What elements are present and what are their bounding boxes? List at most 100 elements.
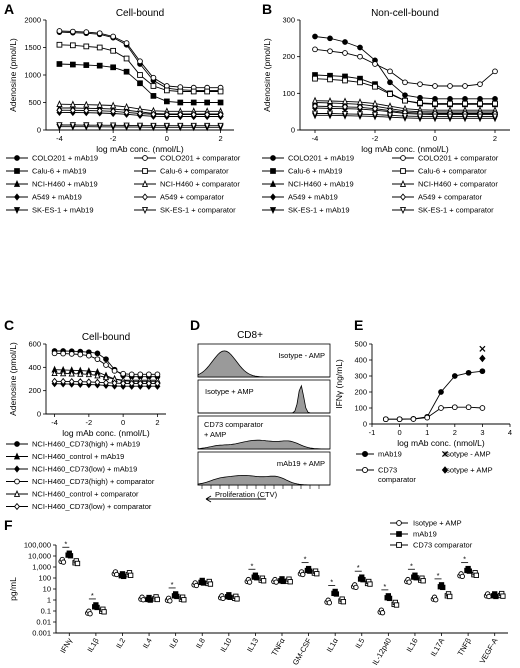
x-tick-label: -2 [86,418,93,427]
panel-letter-a: A [4,1,14,17]
data-point [60,350,66,357]
y-tick-label: 0 [291,126,295,135]
panel-letter-d: D [190,317,200,333]
histogram-label: Isotype - AMP [278,351,325,360]
legend-label: CD73 [378,466,397,475]
legend-marker [270,168,276,174]
legend-marker [142,168,148,174]
arrow-icon [205,495,266,503]
data-point [234,596,240,602]
data-point [69,100,76,108]
legend-marker [141,207,149,214]
data-point [137,80,143,87]
legend-marker [142,155,148,161]
legend-marker [13,207,21,214]
data-point [420,578,426,584]
data-point [353,584,359,591]
data-point [402,79,408,86]
data-point [77,378,84,386]
legend-marker [142,193,148,201]
y-tick-label: 400 [354,356,367,365]
legend-label: mAb19 [378,450,402,459]
data-point [103,362,109,368]
data-point [342,77,348,84]
data-point [110,47,116,54]
data-point [462,95,468,102]
data-point [477,100,483,107]
data-point [416,113,424,121]
data-point [94,604,100,611]
legend-label: NCI-H460_control + comparator [32,490,139,499]
y-tick-label: 1,000 [32,563,51,572]
legend-label: NCI-H460 + mAb19 [288,180,354,189]
data-point [440,584,446,591]
data-point [70,61,76,68]
y-tick-label: 200 [282,52,295,61]
data-point [68,351,75,357]
x-tick-label: 2 [155,418,159,427]
data-point [96,44,103,51]
data-point [492,95,498,102]
significance-star: * [463,555,466,564]
x-tick-label: 2 [453,428,457,437]
y-tick-label: 300 [282,16,295,25]
histogram-curve [198,384,330,414]
data-point [340,599,347,605]
data-point [461,113,469,121]
legend-marker [13,180,21,187]
data-point [431,113,439,121]
data-point [86,352,92,359]
y-tick-label: 0 [37,410,41,419]
y-tick-label: 100 [354,404,367,413]
legend-label: NCI-H460_CD73(high) + mAb19 [32,440,140,449]
x-tick-label: 0 [165,134,169,143]
data-point [360,577,366,583]
data-point [413,575,419,581]
legend-label: Isotype + AMP [413,519,462,528]
data-point [447,83,453,89]
y-tick-label: 200 [354,388,367,397]
data-point [177,110,184,119]
legend-marker [399,207,407,214]
histogram-label: mAb19 + AMP [277,459,325,468]
data-point [477,81,483,88]
data-point [147,597,153,603]
data-point [137,379,144,388]
data-point [110,33,116,40]
data-point [174,593,180,600]
legend-a: COLO201 + mAb19 COLO201 + comparator Calu-… [6,154,241,215]
legend-marker [361,466,369,474]
data-point [280,578,286,585]
significance-star: * [357,563,360,572]
x-tick-label: 0 [398,428,402,437]
legend-marker [270,193,276,201]
data-point [51,350,58,357]
y-tick-label: 100,000 [24,541,51,550]
data-point [83,106,90,115]
legend-marker [441,450,449,458]
data-point [260,578,267,584]
legend-marker [396,520,402,526]
data-point [424,414,431,421]
data-point [451,404,458,411]
panel-d: CD8+ Isotype - AMP Isotype + AMP CD73 compa… [197,330,331,503]
category-label: IL8 [194,637,207,651]
significance-star: * [250,561,253,570]
significance-star: * [171,580,174,589]
y-tick-label: 0.01 [36,618,51,627]
x-axis-label: log mAb conc. (nmol/L) [62,428,150,438]
data-point [479,345,486,352]
data-point [150,93,157,99]
legend-c: NCI-H460_CD73(high) + mAb19 NCI-H460_cont… [6,440,155,511]
data-point [128,379,135,388]
data-point [181,597,187,603]
data-point [401,113,409,121]
data-point [164,98,170,105]
data-point [356,111,364,119]
data-point [217,88,224,95]
legend-label: SK-ES-1 + mAb19 [32,206,94,215]
data-point [177,88,184,95]
data-point [85,370,92,378]
x-tick-label: 0 [433,134,437,143]
